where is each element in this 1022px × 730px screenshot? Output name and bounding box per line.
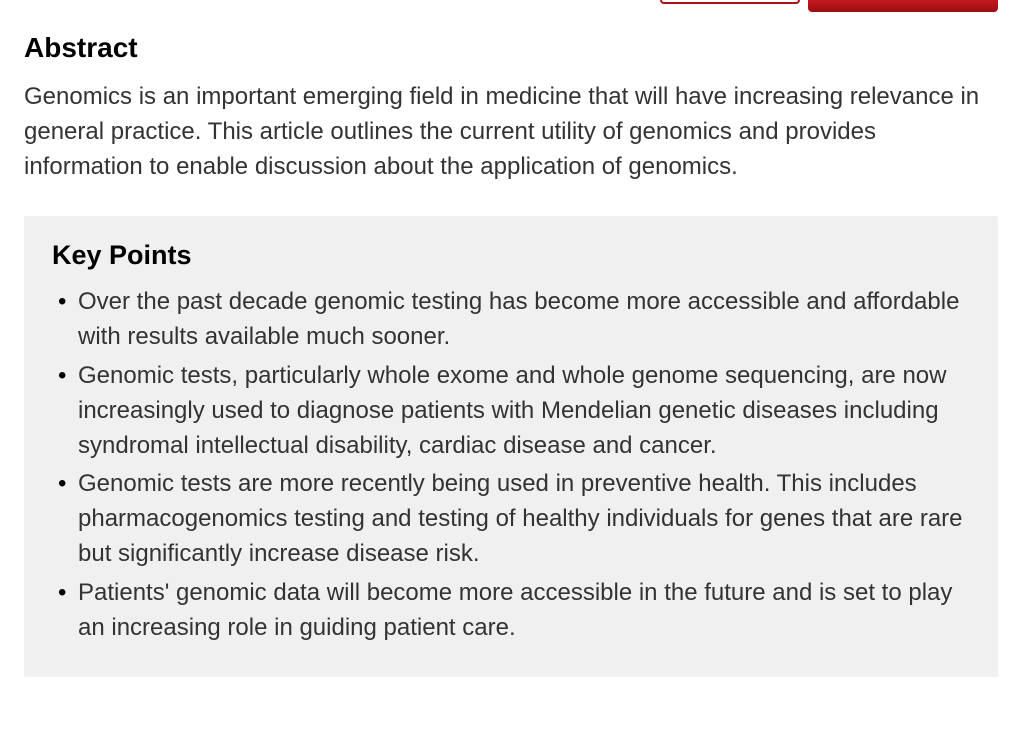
- key-point-item: Over the past decade genomic testing has…: [52, 285, 970, 355]
- abstract-text: Genomics is an important emerging field …: [24, 80, 998, 184]
- key-point-item: Patients' genomic data will become more …: [52, 576, 970, 646]
- key-points-box: Key Points Over the past decade genomic …: [24, 216, 998, 677]
- abstract-heading: Abstract: [24, 32, 998, 64]
- key-point-item: Genomic tests are more recently being us…: [52, 467, 970, 571]
- key-points-heading: Key Points: [52, 240, 970, 271]
- outline-button-fragment[interactable]: [660, 0, 800, 4]
- key-point-item: Genomic tests, particularly whole exome …: [52, 359, 970, 463]
- top-button-row: [660, 0, 998, 12]
- solid-button-fragment[interactable]: [808, 0, 998, 12]
- key-points-list: Over the past decade genomic testing has…: [52, 285, 970, 645]
